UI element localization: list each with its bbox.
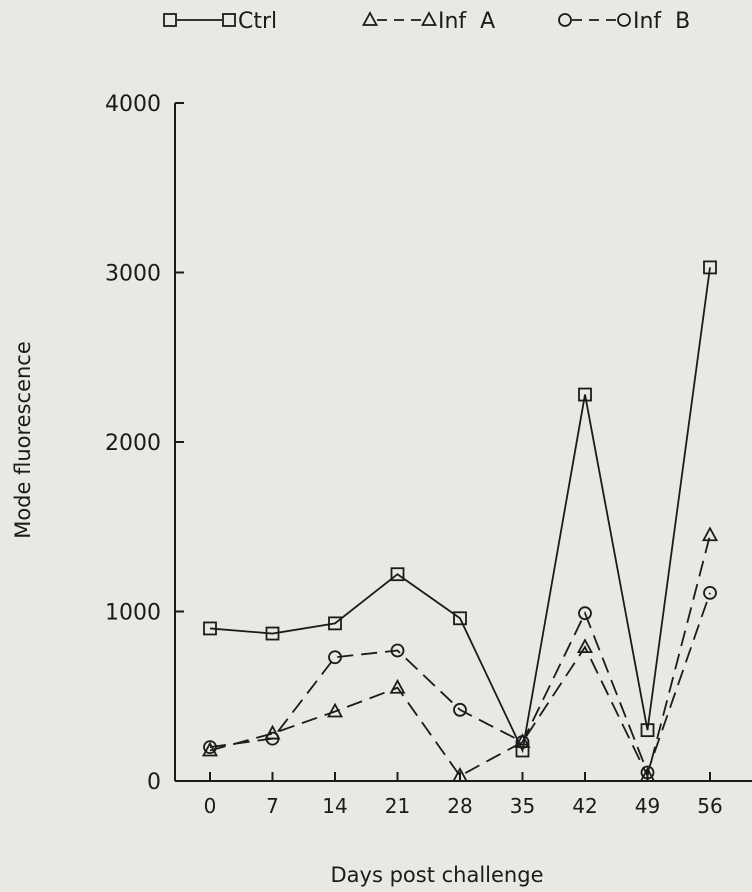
legend-label: Inf A — [438, 9, 495, 34]
data-point — [203, 740, 217, 754]
data-point — [328, 616, 342, 631]
legend-item: Inf A — [361, 9, 495, 34]
data-point — [453, 702, 467, 717]
x-tick-label: 35 — [510, 794, 535, 818]
data-point — [515, 743, 530, 758]
x-tick-label: 14 — [322, 794, 347, 818]
x-tick-label: 7 — [266, 794, 279, 818]
legend-label: Ctrl — [238, 9, 277, 34]
y-axis-label: Mode fluorescence — [11, 341, 35, 539]
data-point — [389, 678, 406, 694]
legend-marker — [558, 13, 572, 27]
x-tick-label: 21 — [385, 794, 410, 818]
x-axis-label: Days post challenge — [331, 863, 544, 887]
legend-marker — [163, 13, 177, 27]
data-point — [701, 526, 719, 542]
data-point — [326, 702, 344, 718]
legend-marker — [420, 11, 438, 26]
data-point — [578, 606, 592, 621]
series-circle — [203, 585, 717, 780]
data-point — [203, 621, 217, 636]
legend-label: Inf B — [633, 9, 690, 34]
legend-marker — [617, 13, 631, 27]
series-square — [203, 260, 717, 758]
data-point — [265, 731, 280, 746]
data-point — [390, 567, 405, 582]
legend-marker — [222, 13, 236, 27]
data-point — [390, 643, 405, 658]
y-tick-label: 0 — [147, 770, 161, 795]
data-point — [640, 765, 655, 780]
y-tick-label: 2000 — [105, 431, 161, 456]
legend-item: Ctrl — [163, 9, 277, 34]
series-line — [209, 267, 711, 754]
x-tick-label: 0 — [204, 794, 217, 818]
data-point — [703, 585, 717, 600]
series-layer — [201, 260, 719, 782]
x-tick-label: 42 — [572, 794, 597, 818]
data-point — [453, 611, 467, 626]
data-point — [640, 723, 655, 738]
data-point — [578, 387, 592, 402]
data-point — [265, 626, 280, 641]
legend-item: Inf B — [558, 9, 690, 34]
series-triangle — [201, 526, 719, 782]
x-tick-label: 28 — [447, 794, 472, 818]
series-line — [209, 592, 711, 776]
x-tick-label: 56 — [697, 794, 722, 818]
y-tick-label: 1000 — [105, 601, 161, 626]
x-tick-label: 49 — [635, 794, 660, 818]
y-tick-label: 3000 — [105, 262, 161, 287]
y-tick-label: 4000 — [105, 92, 161, 117]
data-point — [703, 260, 717, 275]
data-point — [201, 741, 219, 757]
legend-marker — [361, 11, 379, 26]
data-point — [576, 638, 594, 653]
data-point — [639, 767, 656, 782]
legend: Ctrl Inf A Inf B — [163, 9, 690, 34]
data-point — [451, 767, 469, 782]
series-line — [209, 534, 711, 779]
data-point — [328, 650, 342, 665]
data-point — [515, 735, 530, 749]
data-point — [514, 733, 531, 748]
axes: 0 1000 2000 3000 4000 0 7 14 21 28 35 42 49 56 — [105, 92, 752, 818]
